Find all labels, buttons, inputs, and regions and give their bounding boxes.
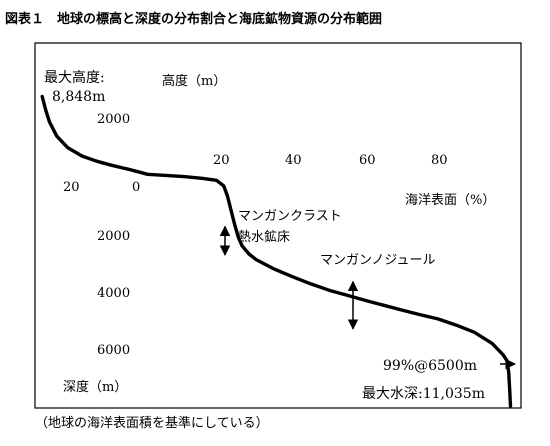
x-tick-upper-20: 20 <box>213 153 230 168</box>
y-axis-label-upper: 高度（m） <box>162 73 226 89</box>
footnote: （地球の海洋表面積を基準にしている） <box>35 415 269 431</box>
y-tick-upper-2000: 2000 <box>97 112 130 127</box>
hydrothermal-label: 熱水鉱床 <box>238 229 290 245</box>
x-tick-lower-20: 20 <box>63 180 80 195</box>
chart-title: 図表１ 地球の標高と深度の分布割合と海底鉱物資源の分布範囲 <box>5 11 382 27</box>
y-tick-lower-4000: 4000 <box>97 286 130 301</box>
elevation-depth-curve <box>40 94 513 408</box>
plot-frame <box>34 42 522 409</box>
max-depth-label: 最大水深:11,035m <box>362 386 485 402</box>
x-tick-upper-60: 60 <box>359 153 376 168</box>
nodule-label: マンガンノジュール <box>320 253 435 268</box>
x-tick-upper-80: 80 <box>431 153 448 168</box>
y-tick-lower-2000: 2000 <box>97 229 130 244</box>
max-height-value: 8,848m <box>52 89 105 105</box>
x-tick-lower-0: 0 <box>132 180 140 195</box>
x-tick-upper-40: 40 <box>285 153 302 168</box>
crust-label: マンガンクラスト <box>238 209 342 224</box>
pct-depth-label: 99%@6500m <box>383 358 477 374</box>
max-height-label: 最大高度: <box>44 69 105 86</box>
y-axis-label-lower: 深度（m） <box>63 379 127 395</box>
x-axis-label: 海洋表面（%） <box>405 193 495 208</box>
y-tick-lower-6000: 6000 <box>97 343 130 358</box>
